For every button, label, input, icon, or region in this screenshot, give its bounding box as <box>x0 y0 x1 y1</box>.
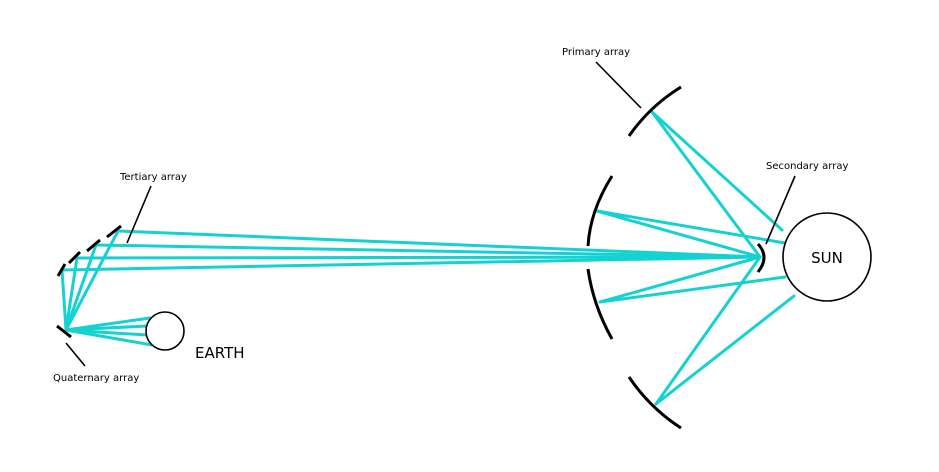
primary-array-segment-bottom <box>627 376 682 430</box>
light-beams <box>60 110 796 406</box>
earth-circle <box>145 311 185 351</box>
beam-tertiary-to-quaternary-2 <box>64 243 98 332</box>
beam-quaternary-to-earth-4 <box>64 328 154 347</box>
quaternary-array-leader <box>65 342 86 367</box>
tertiary-array-label: Tertiary array <box>119 172 187 183</box>
beam-primary-bottom-to-secondary <box>654 255 762 406</box>
beam-tertiary-to-quaternary-4 <box>60 268 68 332</box>
beam-secondary-to-tertiary-2 <box>94 243 762 259</box>
beam-sun-to-primary-top <box>650 110 784 232</box>
beam-tertiary-to-quaternary-1 <box>64 229 120 332</box>
primary-array-leader <box>595 61 642 109</box>
secondary-array-label: Secondary array <box>766 161 848 172</box>
tertiary-array-segment-2 <box>86 238 101 253</box>
tertiary-array <box>56 224 122 277</box>
quaternary-array <box>56 324 72 339</box>
beam-primary-top-to-secondary <box>650 110 762 259</box>
tertiary-array-leader <box>126 185 152 244</box>
quaternary-array-label: Quaternary array <box>53 373 139 384</box>
beam-tertiary-to-quaternary-3 <box>64 256 79 332</box>
secondary-array <box>756 242 766 273</box>
tertiary-array-segment-4 <box>56 263 67 277</box>
primary-array <box>586 85 682 430</box>
beam-secondary-to-tertiary-3 <box>75 255 762 260</box>
tertiary-array-segment-3 <box>67 250 82 265</box>
beam-sun-to-primary-lower <box>598 275 787 304</box>
beam-secondary-to-tertiary-1 <box>116 229 762 259</box>
earth-label: EARTH <box>195 344 245 362</box>
sun-circle <box>782 212 872 302</box>
beam-primary-upper-to-secondary <box>595 209 762 259</box>
primary-array-segment-upper <box>586 175 614 247</box>
beam-sun-to-primary-bottom <box>654 294 796 406</box>
primary-array-segment-top <box>627 85 682 137</box>
beam-primary-lower-to-secondary <box>598 255 762 304</box>
primary-array-label: Primary array <box>562 47 630 58</box>
beam-sun-to-primary-upper <box>595 209 787 245</box>
sun-label: SUN <box>811 249 843 267</box>
tertiary-array-segment-1 <box>106 224 122 239</box>
secondary-array-leader <box>765 175 796 245</box>
primary-array-segment-lower <box>586 268 614 340</box>
beam-secondary-to-tertiary-4 <box>60 255 762 272</box>
